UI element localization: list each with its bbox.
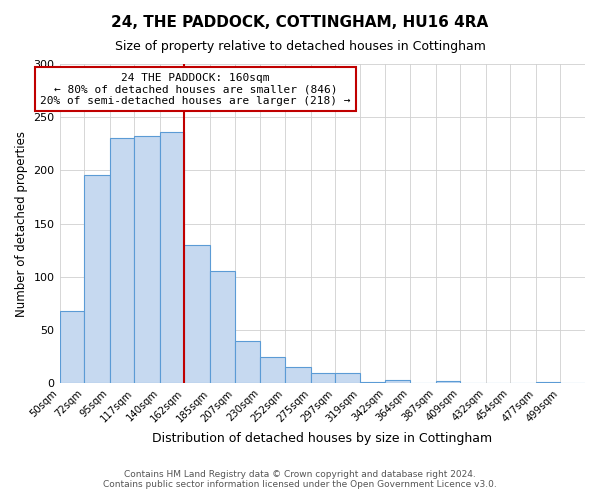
Bar — [260, 356, 285, 383]
Bar — [84, 174, 110, 383]
Bar — [359, 382, 385, 383]
X-axis label: Distribution of detached houses by size in Cottingham: Distribution of detached houses by size … — [152, 432, 493, 445]
Bar — [184, 245, 210, 383]
Bar — [385, 380, 410, 383]
Bar — [436, 381, 460, 383]
Text: 24 THE PADDOCK: 160sqm
← 80% of detached houses are smaller (846)
20% of semi-de: 24 THE PADDOCK: 160sqm ← 80% of detached… — [40, 72, 351, 106]
Bar — [134, 136, 160, 383]
Bar — [311, 372, 335, 383]
Bar — [210, 272, 235, 383]
Text: Contains HM Land Registry data © Crown copyright and database right 2024.
Contai: Contains HM Land Registry data © Crown c… — [103, 470, 497, 489]
Bar — [235, 340, 260, 383]
Bar — [536, 382, 560, 383]
Text: Size of property relative to detached houses in Cottingham: Size of property relative to detached ho… — [115, 40, 485, 53]
Y-axis label: Number of detached properties: Number of detached properties — [15, 130, 28, 316]
Bar — [59, 311, 84, 383]
Text: 24, THE PADDOCK, COTTINGHAM, HU16 4RA: 24, THE PADDOCK, COTTINGHAM, HU16 4RA — [112, 15, 488, 30]
Bar — [335, 372, 359, 383]
Bar — [160, 132, 184, 383]
Bar — [110, 138, 134, 383]
Bar — [285, 367, 311, 383]
